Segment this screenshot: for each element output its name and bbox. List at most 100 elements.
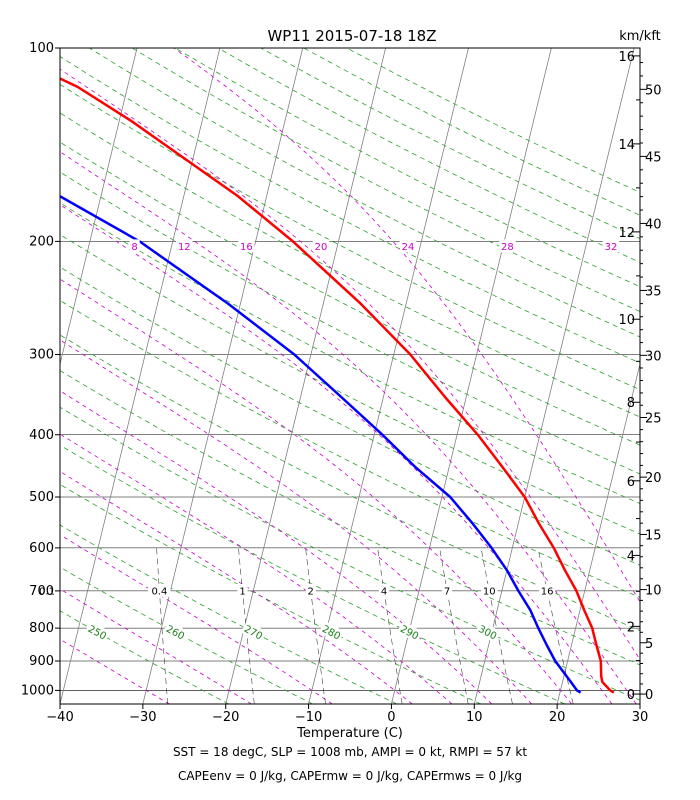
moist-adiabat-line <box>60 534 333 704</box>
dry-adiabat-label: 280 <box>318 620 345 643</box>
dry-adiabat-line <box>60 266 640 566</box>
moist-adiabat-label-text: 8 <box>131 242 137 253</box>
km-tick-label: 14 <box>618 138 635 153</box>
moist-adiabat-label-text: 20 <box>315 242 328 253</box>
kft-tick-label: 50 <box>645 83 662 98</box>
isotherm-line <box>391 48 552 704</box>
mixing-ratio-label-text: 1 <box>239 586 245 597</box>
label-bg <box>237 583 248 597</box>
dry-adiabat-line <box>60 112 640 418</box>
isotherm-line <box>639 702 640 704</box>
dry-adiabat-line <box>60 610 229 704</box>
label-bg <box>129 239 140 253</box>
mixing-ratio-line <box>537 547 574 704</box>
label-bg <box>162 620 189 643</box>
label-bg <box>474 620 501 643</box>
p-tick-label: 300 <box>29 347 54 362</box>
background-lines <box>60 48 640 704</box>
mixing-ratio-line <box>480 547 513 704</box>
p-tick-label: 200 <box>29 234 54 249</box>
x-tick-label: −30 <box>129 710 156 725</box>
moist-adiabat-line <box>60 278 573 704</box>
mixing-ratio-label-text: 2 <box>308 586 314 597</box>
x-tick-label: 0 <box>387 710 395 725</box>
kft-tick-label: 15 <box>645 528 662 543</box>
label-bg <box>538 583 556 597</box>
plot-frame <box>59 47 641 705</box>
caption-line-2: CAPEenv = 0 J/kg, CAPErmw = 0 J/kg, CAPE… <box>177 769 523 783</box>
label-bg <box>378 583 390 597</box>
moist-adiabat-label: 20 <box>312 239 330 253</box>
mixing-ratio-label-text: 4 <box>381 586 387 597</box>
label-bg <box>84 620 111 643</box>
km-tick-label: 8 <box>627 396 635 411</box>
dry-adiabat-line <box>60 406 640 701</box>
km-tick-label: 12 <box>618 226 635 241</box>
caption-line-1: SST = 18 degC, SLP = 1008 mb, AMPI = 0 k… <box>172 745 528 759</box>
moist-adiabat-line <box>60 204 613 704</box>
chart-title: WP11 2015-07-18 18Z <box>267 27 436 45</box>
dry-adiabat-line <box>60 370 640 666</box>
x-tick-label: 30 <box>632 710 649 725</box>
km-tick-label: 4 <box>627 549 635 564</box>
dry-adiabat-line <box>60 300 640 598</box>
kft-tick-label: 0 <box>645 688 653 703</box>
dry-adiabat-label: 250 <box>84 620 111 643</box>
km-tick-label: 16 <box>618 50 635 65</box>
mixing-ratio-line <box>156 547 168 704</box>
mixing-ratio-line <box>377 547 403 704</box>
dry-adiabat-line <box>60 566 313 704</box>
dry-adiabat-line <box>60 171 640 475</box>
mixing-ratio-line <box>305 547 326 704</box>
moist-adiabat-label: 8 <box>129 239 140 253</box>
dry-adiabat-line <box>60 524 397 704</box>
x-axis-label: Temperature (C) <box>296 726 403 741</box>
p-tick-label: 600 <box>29 541 54 556</box>
axes: −40 −30 −20 −10 0 10 20 30100200300400500600700… <box>21 41 662 725</box>
km-tick-label: 10 <box>618 313 635 328</box>
label-bg <box>148 583 171 597</box>
dry-adiabat-line <box>60 202 640 505</box>
x-tick-label: −10 <box>295 710 322 725</box>
mixing-ratio-label: 2 <box>305 583 316 597</box>
dewpoint-profile <box>60 194 582 694</box>
km-tick-label: 2 <box>627 620 635 635</box>
p-tick-label: 900 <box>29 654 54 669</box>
dry-adiabat-line <box>131 48 640 312</box>
dry-adiabat-label: 290 <box>396 620 423 643</box>
mixing-ratio-label-text: 16 <box>541 586 554 597</box>
p-tick-label: 800 <box>29 621 54 636</box>
moist-adiabat-label: 12 <box>176 239 193 253</box>
isotherm-line <box>473 48 635 704</box>
label-bg <box>176 239 193 253</box>
label-bg <box>481 583 498 597</box>
moist-adiabat-line <box>60 588 252 704</box>
kft-tick-label: 10 <box>645 584 662 599</box>
temperature-profile <box>60 77 615 694</box>
moist-adiabat-line <box>60 638 170 704</box>
km-tick-label: 6 <box>627 475 635 490</box>
mixing-ratio-label: 1 <box>237 583 248 597</box>
mixing-ratio-label: 16 <box>538 583 556 597</box>
label-bg <box>499 239 516 253</box>
moist-adiabat-line <box>173 48 640 603</box>
x-tick-label: −20 <box>212 710 239 725</box>
moist-adiabat-label: 16 <box>238 239 255 253</box>
mixing-ratio-label: 4 <box>378 583 390 597</box>
moist-adiabat-label-text: 12 <box>178 242 191 253</box>
isotherm-line <box>308 48 469 704</box>
mixing-ratio-label-text: 7 <box>444 586 450 597</box>
p-tick-label: 100 <box>29 41 54 56</box>
x-tick-label: 10 <box>466 710 483 725</box>
mixing-ratio-label: 0.1 <box>35 583 59 597</box>
isotherm-line <box>60 48 221 704</box>
kft-tick-label: 25 <box>645 412 662 427</box>
moist-adiabat-label: 24 <box>399 239 417 253</box>
kft-tick-label: 35 <box>645 284 662 299</box>
dry-adiabat-line <box>60 334 640 632</box>
p-tick-label: 400 <box>29 428 54 443</box>
moist-adiabat-line <box>60 470 413 704</box>
isotherm-line <box>60 48 138 366</box>
